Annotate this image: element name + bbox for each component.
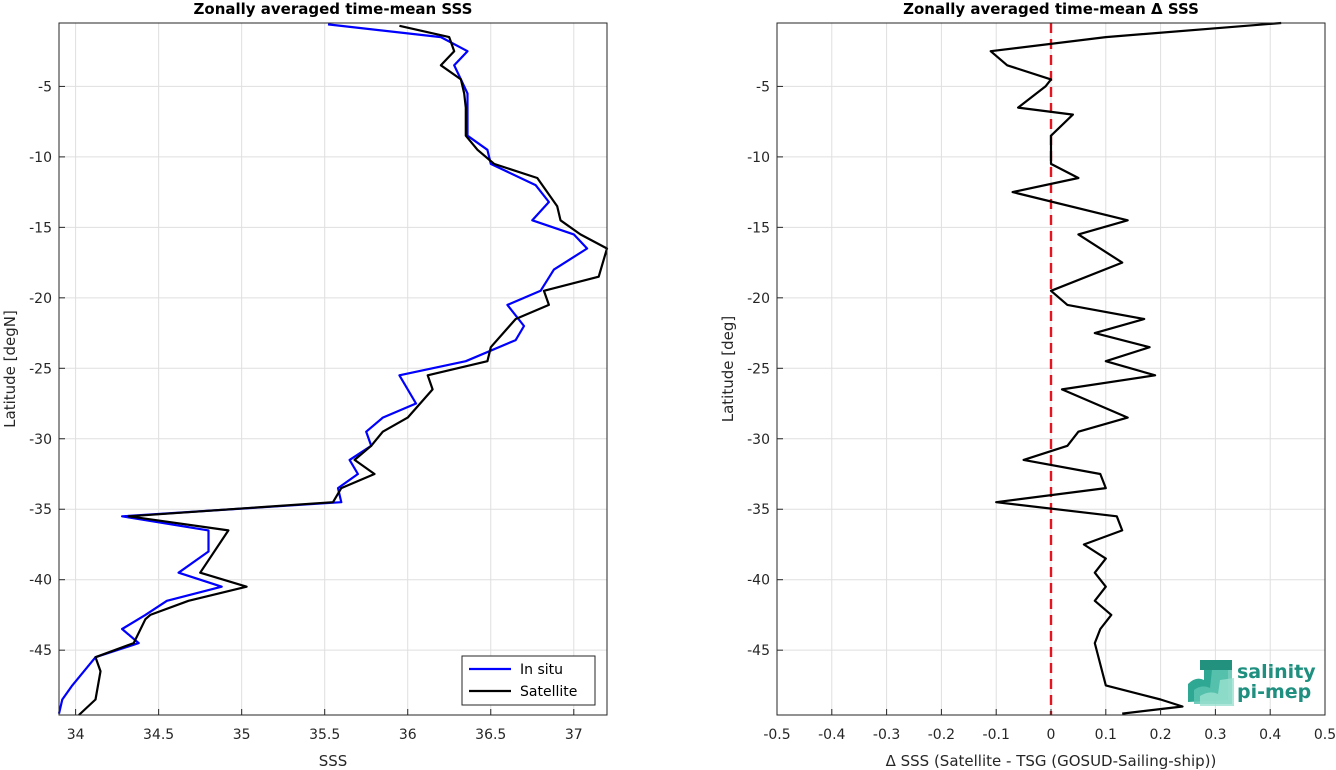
y-tick-label: -10 xyxy=(747,150,770,166)
y-tick-label: -40 xyxy=(29,573,52,589)
x-tick-label: -0.3 xyxy=(873,727,900,743)
right-chart-title: Zonally averaged time-mean Δ SSS xyxy=(903,0,1199,18)
y-tick-label: -25 xyxy=(29,361,52,377)
x-tick-label: -0.4 xyxy=(818,727,845,743)
x-tick-label: 35 xyxy=(233,727,251,743)
panel-sss: 34 34.5 35 35.5 36 36.5 37 -5 -10 -15 -20 -25 -30 -35… xyxy=(1,0,609,770)
x-tick-label: -0.5 xyxy=(763,727,790,743)
left-y-axis-label: Latitude [degN] xyxy=(1,310,19,428)
left-ticks: 34 34.5 35 35.5 36 36.5 37 -5 -10 -15 -20 -25 -30 -35… xyxy=(29,79,583,743)
right-ticks: -0.5 -0.4 -0.3 -0.2 -0.1 0 0.1 0.2 0.3 0.4 0.5 -5 -1… xyxy=(747,79,1336,743)
y-tick-label: -45 xyxy=(29,643,52,659)
y-tick-label: -10 xyxy=(29,150,52,166)
logo-line1: salinity xyxy=(1237,661,1316,683)
x-tick-label: 0.4 xyxy=(1259,727,1281,743)
y-tick-label: -35 xyxy=(747,502,770,518)
x-tick-label: 0.1 xyxy=(1095,727,1117,743)
right-y-axis-label: Latitude [deg] xyxy=(719,316,737,422)
legend-box xyxy=(461,655,596,706)
y-tick-label: -30 xyxy=(747,432,770,448)
y-tick-label: -15 xyxy=(29,220,52,236)
legend-satellite-label: Satellite xyxy=(520,684,577,700)
logo-wave-icon xyxy=(1188,660,1234,706)
legend: In situ Satellite xyxy=(461,655,596,706)
salinity-pimep-logo: salinity pi-mep xyxy=(1188,660,1316,706)
x-tick-label: 36.5 xyxy=(475,727,506,743)
left-grid xyxy=(59,23,607,715)
y-tick-label: -5 xyxy=(38,79,52,95)
legend-insitu-label: In situ xyxy=(520,662,563,678)
y-tick-label: -25 xyxy=(747,361,770,377)
right-x-axis-label: Δ SSS (Satellite - TSG (GOSUD-Sailing-sh… xyxy=(886,752,1217,770)
y-tick-label: -20 xyxy=(747,291,770,307)
series-line-satellite xyxy=(78,24,609,716)
y-tick-label: -40 xyxy=(747,573,770,589)
x-tick-label: 36 xyxy=(399,727,417,743)
x-tick-label: 0 xyxy=(1047,727,1056,743)
series-line-in-situ xyxy=(57,23,589,714)
x-tick-label: 34 xyxy=(67,727,85,743)
y-tick-label: -45 xyxy=(747,643,770,659)
y-tick-label: -15 xyxy=(747,220,770,236)
series-line-delta xyxy=(989,21,1282,715)
x-tick-label: 35.5 xyxy=(309,727,340,743)
left-x-axis-label: SSS xyxy=(319,752,348,770)
logo-line2: pi-mep xyxy=(1237,681,1311,703)
x-tick-label: 34.5 xyxy=(143,727,174,743)
y-tick-label: -20 xyxy=(29,291,52,307)
y-tick-label: -35 xyxy=(29,502,52,518)
x-tick-label: 37 xyxy=(565,727,583,743)
x-tick-label: -0.2 xyxy=(928,727,955,743)
y-tick-label: -30 xyxy=(29,432,52,448)
y-tick-label: -5 xyxy=(756,79,770,95)
x-tick-label: -0.1 xyxy=(983,727,1010,743)
x-tick-label: 0.5 xyxy=(1314,727,1336,743)
left-axes-frame xyxy=(58,22,608,716)
right-series-line xyxy=(989,21,1282,715)
left-chart-title: Zonally averaged time-mean SSS xyxy=(194,0,473,18)
x-tick-label: 0.2 xyxy=(1149,727,1171,743)
left-series-lines xyxy=(57,23,609,716)
right-grid xyxy=(777,23,1325,715)
panel-delta-sss: -0.5 -0.4 -0.3 -0.2 -0.1 0 0.1 0.2 0.3 0.4 0.5 -5 -1… xyxy=(719,0,1336,770)
x-tick-label: 0.3 xyxy=(1204,727,1226,743)
